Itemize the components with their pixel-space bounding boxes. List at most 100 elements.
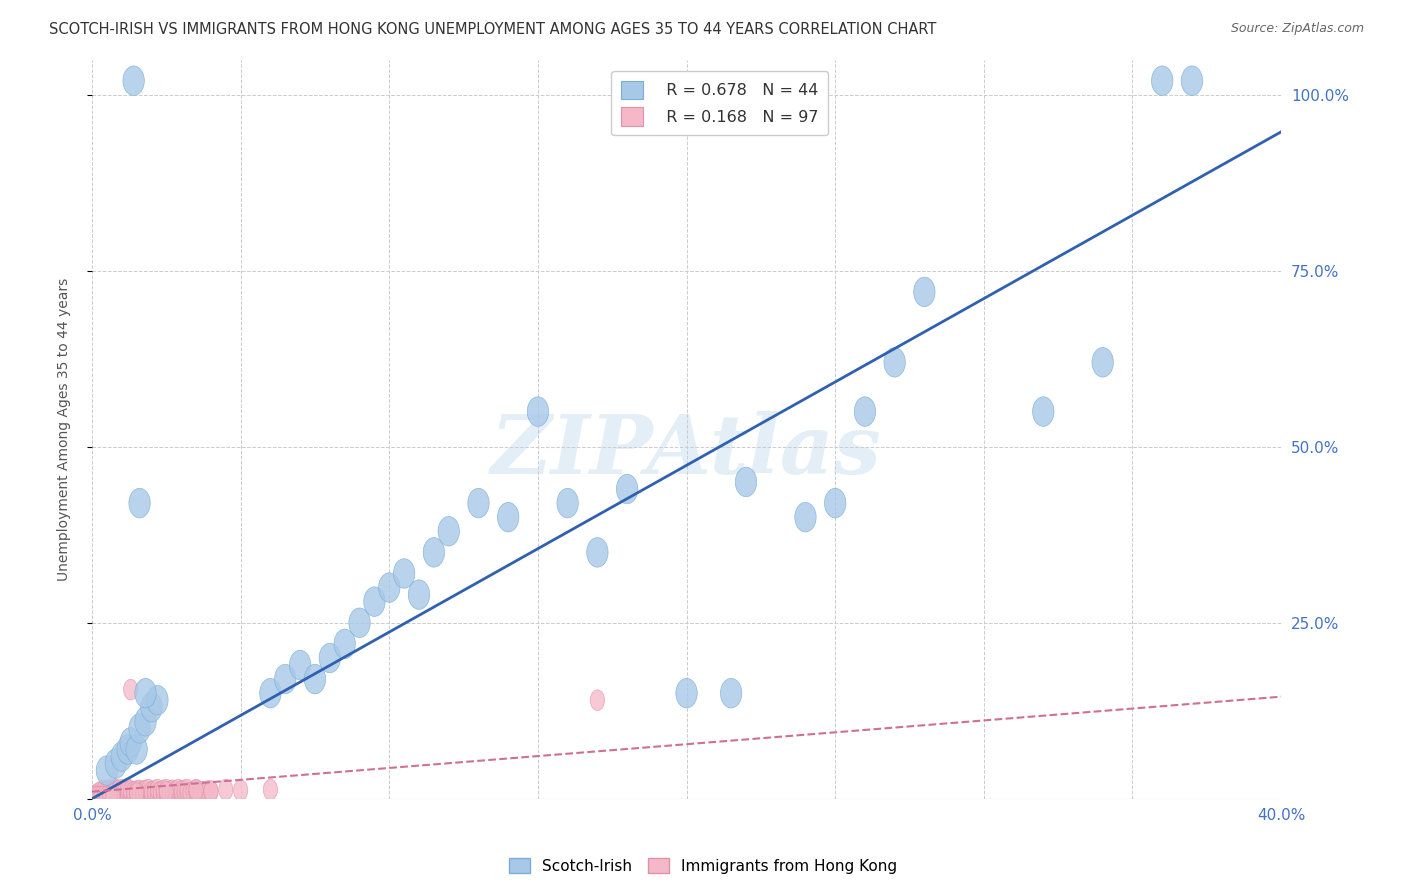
Ellipse shape	[132, 780, 146, 801]
Ellipse shape	[111, 786, 127, 806]
Ellipse shape	[142, 780, 156, 800]
Ellipse shape	[117, 735, 138, 764]
Ellipse shape	[794, 502, 815, 532]
Ellipse shape	[145, 781, 159, 802]
Ellipse shape	[165, 783, 180, 805]
Ellipse shape	[100, 786, 114, 807]
Ellipse shape	[135, 706, 156, 736]
Ellipse shape	[124, 783, 138, 805]
Ellipse shape	[319, 643, 340, 673]
Ellipse shape	[498, 502, 519, 532]
Ellipse shape	[188, 780, 204, 800]
Ellipse shape	[260, 679, 281, 708]
Ellipse shape	[335, 629, 356, 658]
Ellipse shape	[468, 488, 489, 518]
Ellipse shape	[127, 735, 148, 764]
Ellipse shape	[96, 756, 118, 785]
Ellipse shape	[159, 780, 173, 800]
Ellipse shape	[132, 783, 146, 805]
Ellipse shape	[169, 780, 183, 801]
Ellipse shape	[439, 516, 460, 546]
Ellipse shape	[129, 780, 143, 801]
Ellipse shape	[855, 397, 876, 426]
Ellipse shape	[591, 690, 605, 711]
Ellipse shape	[165, 780, 180, 801]
Ellipse shape	[378, 573, 399, 602]
Ellipse shape	[103, 782, 117, 803]
Ellipse shape	[1092, 348, 1114, 377]
Ellipse shape	[233, 780, 247, 801]
Ellipse shape	[111, 780, 127, 801]
Ellipse shape	[111, 742, 132, 772]
Ellipse shape	[204, 780, 218, 801]
Ellipse shape	[364, 587, 385, 616]
Ellipse shape	[108, 782, 122, 803]
Ellipse shape	[103, 784, 117, 805]
Ellipse shape	[148, 780, 162, 801]
Ellipse shape	[120, 728, 142, 757]
Ellipse shape	[129, 784, 143, 805]
Ellipse shape	[91, 786, 105, 806]
Y-axis label: Unemployment Among Ages 35 to 44 years: Unemployment Among Ages 35 to 44 years	[58, 277, 72, 581]
Ellipse shape	[94, 781, 108, 802]
Ellipse shape	[177, 780, 191, 801]
Ellipse shape	[91, 783, 105, 804]
Ellipse shape	[108, 780, 122, 800]
Ellipse shape	[263, 780, 277, 800]
Ellipse shape	[172, 780, 186, 800]
Ellipse shape	[174, 784, 188, 805]
Ellipse shape	[183, 782, 197, 803]
Ellipse shape	[198, 782, 212, 803]
Ellipse shape	[914, 277, 935, 307]
Ellipse shape	[349, 608, 370, 638]
Ellipse shape	[616, 475, 638, 504]
Ellipse shape	[153, 781, 167, 802]
Ellipse shape	[408, 580, 430, 609]
Ellipse shape	[274, 665, 295, 694]
Ellipse shape	[138, 780, 153, 801]
Ellipse shape	[129, 783, 143, 804]
Ellipse shape	[219, 780, 233, 800]
Ellipse shape	[527, 397, 548, 426]
Ellipse shape	[87, 786, 103, 807]
Ellipse shape	[135, 781, 149, 802]
Ellipse shape	[97, 785, 111, 805]
Ellipse shape	[97, 783, 111, 804]
Ellipse shape	[100, 783, 114, 805]
Ellipse shape	[159, 781, 173, 802]
Ellipse shape	[586, 538, 607, 567]
Ellipse shape	[172, 783, 186, 804]
Ellipse shape	[138, 784, 153, 805]
Ellipse shape	[156, 780, 170, 801]
Ellipse shape	[148, 784, 162, 805]
Ellipse shape	[720, 679, 742, 708]
Ellipse shape	[394, 558, 415, 588]
Ellipse shape	[127, 785, 141, 805]
Ellipse shape	[118, 785, 132, 805]
Ellipse shape	[129, 714, 150, 743]
Ellipse shape	[105, 785, 120, 805]
Ellipse shape	[141, 692, 162, 722]
Ellipse shape	[204, 781, 218, 802]
Legend:   R = 0.678   N = 44,   R = 0.168   N = 97: R = 0.678 N = 44, R = 0.168 N = 97	[612, 71, 828, 136]
Ellipse shape	[87, 785, 103, 805]
Ellipse shape	[105, 783, 120, 804]
Ellipse shape	[145, 785, 159, 805]
Ellipse shape	[115, 782, 129, 803]
Ellipse shape	[169, 784, 183, 805]
Ellipse shape	[118, 781, 132, 802]
Ellipse shape	[121, 779, 135, 799]
Ellipse shape	[97, 780, 111, 801]
Ellipse shape	[304, 665, 326, 694]
Legend: Scotch-Irish, Immigrants from Hong Kong: Scotch-Irish, Immigrants from Hong Kong	[502, 852, 904, 880]
Ellipse shape	[122, 66, 145, 95]
Ellipse shape	[142, 783, 156, 805]
Ellipse shape	[824, 488, 846, 518]
Text: ZIPAtlas: ZIPAtlas	[491, 411, 882, 491]
Ellipse shape	[124, 780, 138, 801]
Ellipse shape	[1032, 397, 1054, 426]
Ellipse shape	[195, 781, 209, 802]
Ellipse shape	[121, 782, 135, 803]
Ellipse shape	[159, 783, 173, 805]
Ellipse shape	[105, 748, 127, 779]
